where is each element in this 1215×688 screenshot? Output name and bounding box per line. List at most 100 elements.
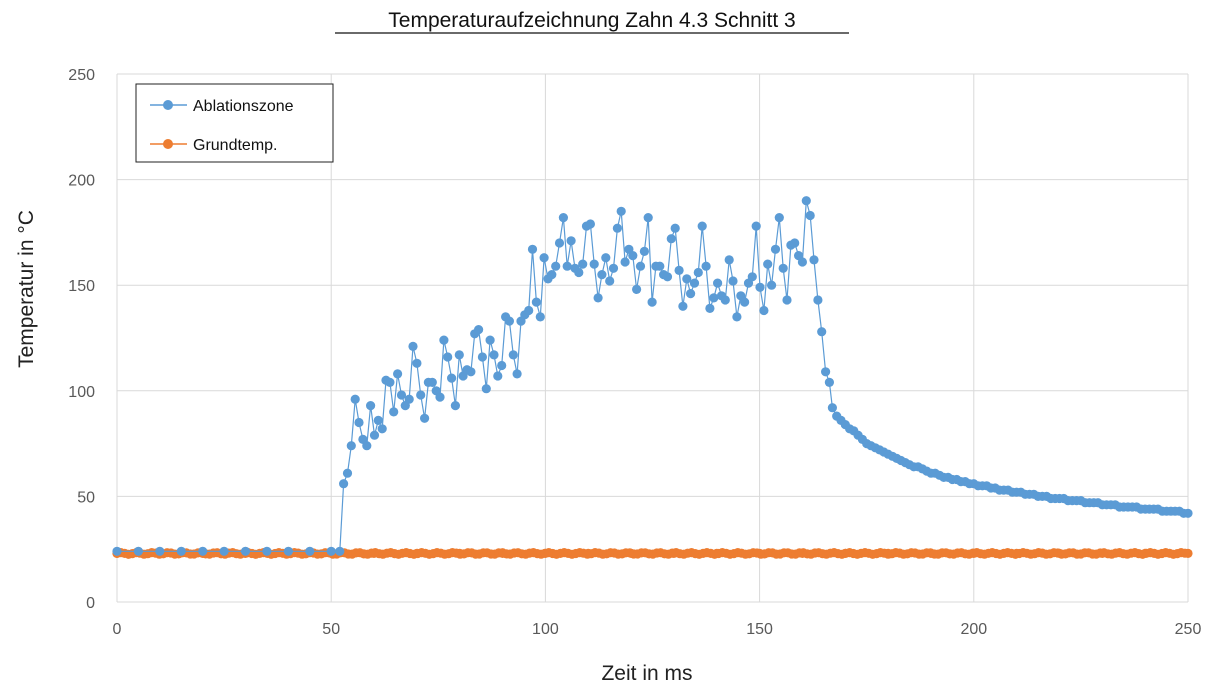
data-point-ablationszone	[481, 384, 491, 394]
data-point-ablationszone	[589, 259, 599, 269]
data-point-ablationszone	[728, 276, 738, 286]
data-point-ablationszone	[697, 221, 707, 231]
data-point-ablationszone	[547, 270, 557, 280]
data-point-ablationszone	[408, 341, 418, 351]
data-point-ablationszone	[512, 369, 522, 379]
data-point-ablationszone	[389, 407, 399, 417]
data-point-ablationszone	[720, 295, 730, 305]
legend-box	[135, 83, 334, 163]
data-point-ablationszone	[508, 350, 518, 360]
data-point-ablationszone	[612, 223, 623, 233]
data-point-ablationszone	[339, 479, 349, 489]
data-point-ablationszone	[601, 253, 611, 263]
data-point-ablationszone	[198, 546, 208, 556]
data-point-ablationszone	[416, 390, 426, 400]
data-point-ablationszone	[782, 295, 792, 305]
data-point-ablationszone	[346, 441, 356, 451]
x-axis-ticks: 0 50 100 150 200 250	[113, 621, 1202, 638]
x-axis-label: Zeit in ms	[601, 662, 692, 685]
data-point-ablationszone	[262, 546, 272, 556]
data-point-ablationszone	[524, 305, 534, 316]
data-point-ablationszone	[805, 210, 815, 221]
data-point-ablationszone	[821, 367, 831, 377]
data-point-ablationszone	[574, 267, 584, 278]
data-point-ablationszone	[240, 546, 251, 556]
data-point-ablationszone	[620, 257, 630, 267]
data-point-ablationszone	[412, 358, 422, 368]
data-point-ablationszone	[326, 546, 336, 556]
data-point-ablationszone	[489, 350, 499, 360]
data-point-ablationszone	[176, 546, 186, 556]
data-point-grundtemp	[1180, 548, 1190, 558]
data-point-ablationszone	[562, 261, 572, 271]
data-point-ablationszone	[447, 373, 457, 383]
data-point-ablationszone	[797, 257, 808, 267]
data-point-ablationszone	[450, 401, 460, 411]
data-point-ablationszone	[790, 238, 800, 248]
data-point-ablationszone	[701, 261, 711, 271]
data-point-ablationszone	[1183, 508, 1193, 518]
data-point-ablationszone	[755, 282, 765, 292]
data-point-ablationszone	[439, 335, 449, 345]
x-tick-label: 100	[532, 621, 559, 638]
data-point-ablationszone	[647, 297, 657, 307]
data-point-ablationszone	[585, 219, 596, 229]
data-point-ablationszone	[369, 430, 380, 440]
data-point-ablationszone	[366, 401, 376, 411]
chart-title: Temperaturaufzeichnung Zahn 4.3 Schnitt …	[388, 9, 795, 32]
x-tick-label: 150	[746, 621, 773, 638]
data-point-ablationszone	[305, 546, 315, 556]
data-point-ablationszone	[373, 415, 383, 425]
data-point-ablationszone	[817, 327, 827, 337]
data-point-ablationszone	[155, 546, 165, 556]
data-point-ablationszone	[686, 289, 696, 299]
data-point-ablationszone	[133, 546, 143, 556]
data-point-ablationszone	[396, 390, 407, 400]
data-point-ablationszone	[531, 297, 542, 307]
y-axis-ticks: 0 50 100 150 200 250	[68, 67, 95, 612]
legend-label-ablationszone: Ablationszone	[193, 98, 294, 115]
data-point-ablationszone	[809, 255, 819, 265]
y-tick-label: 200	[68, 173, 95, 190]
data-point-ablationszone	[362, 441, 372, 451]
data-point-ablationszone	[655, 261, 665, 271]
data-point-ablationszone	[219, 546, 229, 556]
series-ablationszone	[112, 196, 1193, 556]
y-tick-label: 0	[86, 595, 95, 612]
data-point-ablationszone	[605, 276, 615, 286]
data-point-ablationszone	[666, 234, 676, 244]
data-point-ablationszone	[713, 278, 723, 288]
data-point-ablationszone	[497, 360, 507, 371]
data-point-ablationszone	[342, 468, 353, 478]
data-point-ablationszone	[639, 246, 650, 256]
plot-series	[112, 196, 1193, 559]
data-point-ablationszone	[283, 546, 293, 556]
data-point-ablationszone	[705, 303, 715, 313]
data-point-ablationszone	[763, 259, 773, 269]
data-point-ablationszone	[724, 255, 734, 265]
data-point-ablationszone	[578, 259, 588, 269]
data-point-ablationszone	[628, 251, 638, 261]
data-point-ablationszone	[385, 377, 395, 387]
data-point-ablationszone	[778, 263, 788, 273]
data-point-ablationszone	[354, 417, 364, 428]
legend: Ablationszone Grundtemp.	[135, 83, 334, 163]
data-point-ablationszone	[427, 377, 437, 387]
x-tick-label: 0	[113, 621, 122, 638]
data-point-ablationszone	[558, 213, 569, 223]
y-tick-label: 100	[68, 384, 95, 401]
data-point-ablationszone	[682, 274, 692, 284]
data-point-ablationszone	[759, 305, 769, 316]
data-point-ablationszone	[774, 213, 784, 223]
data-point-ablationszone	[643, 213, 653, 223]
data-point-ablationszone	[477, 352, 487, 362]
data-point-ablationszone	[504, 316, 514, 326]
data-point-ablationszone	[813, 295, 823, 305]
x-tick-label: 50	[322, 621, 340, 638]
data-point-ablationszone	[824, 377, 835, 387]
data-point-ablationszone	[674, 265, 684, 275]
data-point-ablationszone	[632, 284, 642, 294]
data-point-ablationszone	[566, 236, 576, 246]
data-point-ablationszone	[608, 263, 619, 273]
